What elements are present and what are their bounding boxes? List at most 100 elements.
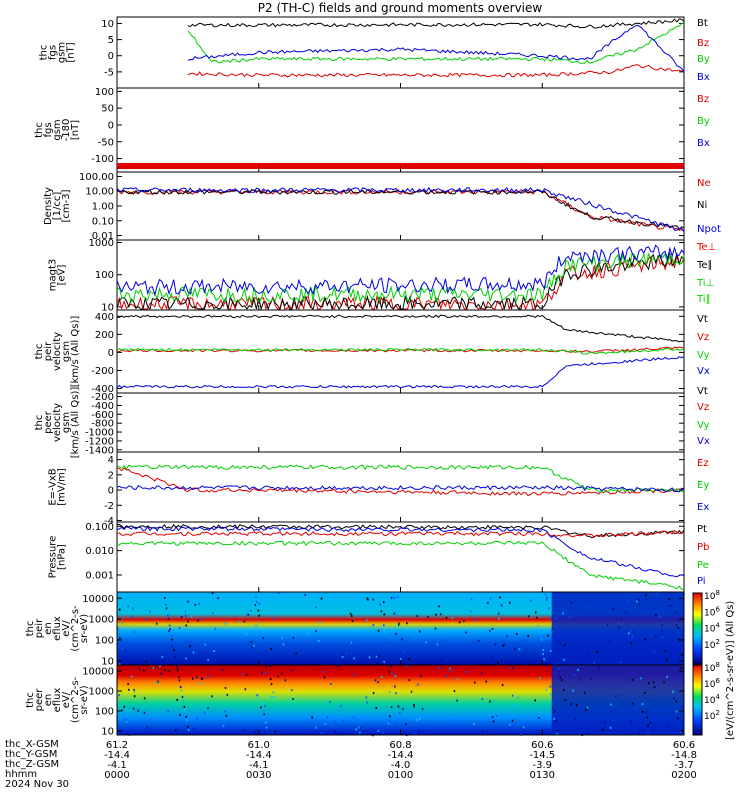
spectrogram-pixel [171,645,173,648]
spectrogram-pixel [250,609,252,612]
y-tick-label: -200 [91,366,114,377]
spectrogram-pixel [337,605,340,608]
spectrogram-pixel [643,691,646,694]
spectrogram-pixel [675,624,678,627]
spectrogram-pixel [499,596,501,599]
spectrogram-pixel [377,681,379,684]
spectrogram-pixel [666,724,669,727]
spectrogram-pixel [576,704,578,707]
spectrogram-pixel [511,694,514,697]
spectrogram-pixel [146,726,148,729]
spectrogram-pixel [537,625,539,628]
spectrogram-pixel [368,656,371,659]
colorbar-exponent: 8 [715,589,719,597]
spectrogram-pixel [196,613,198,616]
spectrogram-pixel [165,607,168,610]
y-tick-label: 5 [108,35,114,46]
spectrogram-pixel [216,641,218,644]
spectrogram-pixel [262,637,265,640]
spectrogram-pixel [662,636,664,639]
spectrogram-pixel [479,707,481,710]
spectrogram-pixel [277,675,279,678]
spectrogram-pixel [393,596,396,599]
spectrogram-pixel [353,673,356,676]
spectrogram-pixel [509,723,511,726]
spectrogram-pixel [169,628,172,631]
spectrogram-pixel [675,710,678,713]
spectrogram-pixel [397,705,400,708]
series-group-pressure [116,523,685,590]
colorbar-lower-tick-3: 102 [704,709,720,722]
y-tick-label: 0.10 [92,216,114,227]
spectrogram-pixel [630,630,633,633]
y-tick-label: 1000 [89,238,114,249]
spectrogram-pixel [557,733,559,736]
spectrogram-pixel [311,716,313,719]
spectrogram-pixel [292,698,294,701]
spectrogram-pixel [383,613,386,616]
spectrogram-pixel [436,643,439,646]
spectrogram-pixel [632,630,635,633]
y-tick-label: 10 [101,656,114,667]
spectrogram-pixel [469,610,472,613]
spectrogram-pixel [246,614,249,617]
y-axis-label-line: en [43,622,54,635]
spectrogram-pixel [352,715,355,718]
spectrogram-pixel [491,627,494,630]
spectrogram-pixel [382,731,385,734]
spectrogram-pixel [489,629,491,632]
spectrogram-pixel [431,639,434,642]
y-tick-label: 1000 [89,615,114,626]
spectrogram-pixel [676,717,679,720]
spectrogram-pixel [315,630,317,633]
spectrogram-pixel [146,618,148,621]
y-axis-label-line: (cm^2-s- [70,605,81,652]
spectrogram-pixel [137,709,140,712]
spectrogram-pixel [320,732,323,735]
spectrogram-pixel [133,688,135,691]
y-axis-label-line: thc [25,621,36,637]
spectrogram-pixel [341,655,344,658]
y-tick-label: 1.00 [92,202,114,213]
spectrogram-pixel [128,688,130,691]
spectrogram-pixel [167,617,170,620]
spectrogram-pixel [186,719,188,722]
legend-peer_velocity-0: Vt [697,386,708,397]
spectrogram-pixel [224,686,227,689]
legend-fgs180-1: By [697,116,710,127]
series-group-fgs_gsm [187,18,685,78]
spectrogram-pixel [403,650,405,653]
spectrogram-pixel [258,614,261,617]
spectrogram-pixel [470,598,473,601]
spectrogram-pixel [326,716,328,719]
x-tick-label-4-3: 0200 [671,770,696,781]
series-group-peir_velocity [116,314,685,389]
spectrogram-pixel [179,713,181,716]
spectrogram-pixel [481,697,484,700]
spectrogram-pixel [121,622,123,625]
spectrogram-pixel [553,717,556,720]
spectrogram-pixel [598,667,601,670]
legend-fgs-2: By [697,54,710,65]
spectrogram-pixel [345,652,348,655]
spectrogram-pixel [450,719,452,722]
row-label-date: 2024 Nov 30 [5,779,70,790]
spectrogram-pixel [516,632,518,635]
spectrogram-pixel [636,678,638,681]
x-tick-label-4-0: 60.6 [673,740,695,751]
spectrogram-pixel [254,604,257,607]
spectrogram-pixel [273,696,275,699]
spectrogram-pixel [655,592,658,595]
spectrogram-pixel [434,627,437,630]
spectrogram-pixel [445,638,447,641]
spectrogram-pixel [631,635,634,638]
spectrogram-pixel [508,601,511,604]
spectrogram-pixel [358,726,360,729]
spectrogram-pixel [127,683,129,686]
spectrogram-pixel [565,643,567,646]
spectrogram-pixel [609,726,612,729]
spectrogram-pixel [445,616,448,619]
spectrogram-pixel [386,644,389,647]
spectrogram-pixel [118,694,120,697]
spectrogram-pixel [579,678,582,681]
